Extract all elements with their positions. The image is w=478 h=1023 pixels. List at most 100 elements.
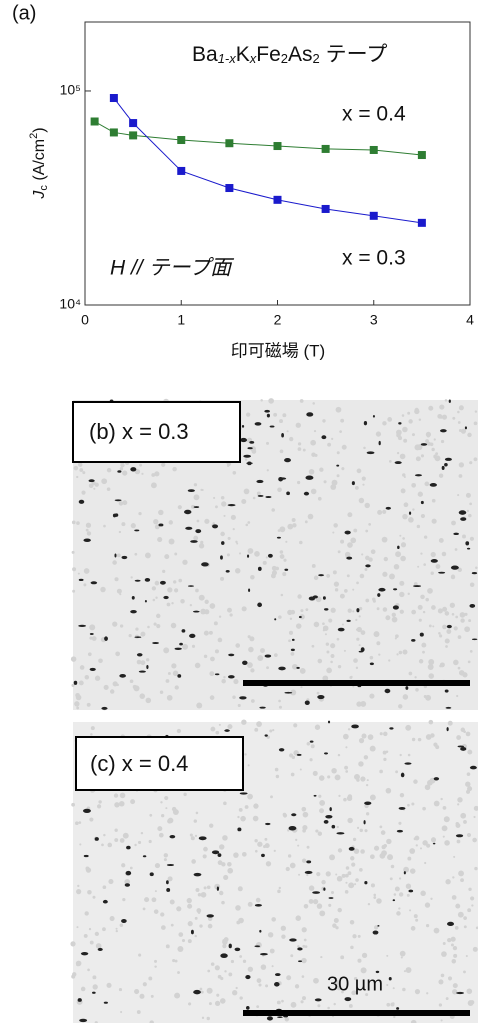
texture (446, 629, 451, 634)
texture (353, 529, 357, 533)
texture (367, 779, 369, 781)
speckle (220, 555, 223, 559)
texture (353, 658, 358, 663)
texture (263, 845, 266, 848)
speckle (396, 1007, 399, 1010)
speckle (365, 564, 371, 567)
texture (215, 505, 218, 508)
texture (428, 664, 434, 670)
texture (445, 638, 450, 643)
texture (311, 489, 317, 495)
ylabel-part: (A/cm (31, 139, 48, 185)
texture (302, 829, 306, 833)
texture (442, 825, 448, 831)
texture (357, 469, 362, 474)
texture (368, 734, 374, 740)
texture (134, 685, 140, 691)
texture (79, 468, 83, 472)
texture (107, 843, 112, 848)
texture (327, 775, 330, 778)
speckle (190, 540, 198, 543)
speckle (346, 557, 352, 560)
texture (80, 665, 85, 670)
texture (444, 840, 450, 846)
texture (418, 605, 423, 610)
texture (323, 629, 325, 631)
texture (174, 553, 177, 556)
texture (176, 906, 181, 911)
speckle (239, 696, 246, 699)
speckle (336, 832, 344, 834)
texture (233, 852, 239, 858)
texture (92, 975, 96, 979)
texture (388, 659, 390, 661)
speckle (189, 634, 195, 638)
texture (338, 754, 340, 756)
texture (292, 518, 296, 522)
texture (422, 840, 427, 845)
speckle (255, 904, 262, 907)
texture (352, 610, 354, 612)
speckle (92, 992, 96, 994)
texture (475, 410, 477, 412)
speckle (305, 871, 313, 874)
speckle (395, 461, 402, 464)
speckle (298, 960, 302, 962)
speckle (291, 649, 295, 651)
texture (439, 405, 444, 410)
texture (146, 698, 152, 704)
speckle (170, 835, 176, 838)
speckle (90, 668, 96, 671)
texture (414, 444, 420, 450)
texture (255, 850, 258, 853)
speckle (122, 556, 128, 559)
texture (409, 672, 413, 676)
speckle (329, 897, 334, 899)
texture (98, 800, 101, 803)
texture (287, 524, 293, 530)
texture (456, 735, 461, 740)
speckle (255, 422, 262, 426)
speckle (393, 605, 399, 609)
texture (257, 842, 262, 847)
speckle (84, 855, 89, 857)
texture (95, 676, 100, 681)
texture (470, 1000, 474, 1004)
texture (431, 448, 434, 451)
texture (451, 521, 456, 526)
texture (282, 413, 286, 417)
texture (399, 754, 401, 756)
texture (220, 577, 224, 581)
texture (474, 421, 478, 425)
texture (199, 595, 205, 601)
speckle (312, 891, 320, 894)
texture (407, 857, 411, 861)
texture (239, 996, 242, 999)
texture (277, 890, 281, 894)
speckle (284, 569, 288, 571)
speckle (249, 441, 254, 444)
texture (374, 846, 379, 851)
speckle (306, 860, 311, 863)
texture (383, 758, 386, 761)
texture (429, 625, 432, 628)
texture (445, 645, 448, 648)
speckle (119, 674, 126, 678)
texture (159, 833, 164, 838)
texture (112, 621, 117, 626)
texture (139, 693, 145, 699)
texture (202, 489, 204, 491)
texture (119, 801, 125, 807)
texture (140, 632, 145, 637)
texture (326, 642, 329, 645)
texture (224, 937, 229, 942)
speckle (218, 853, 222, 857)
texture (235, 987, 237, 989)
texture (247, 521, 250, 524)
texture (344, 650, 346, 652)
texture (337, 826, 339, 828)
texture (340, 540, 344, 544)
texture (448, 976, 452, 980)
texture (84, 934, 88, 938)
texture (350, 538, 356, 544)
